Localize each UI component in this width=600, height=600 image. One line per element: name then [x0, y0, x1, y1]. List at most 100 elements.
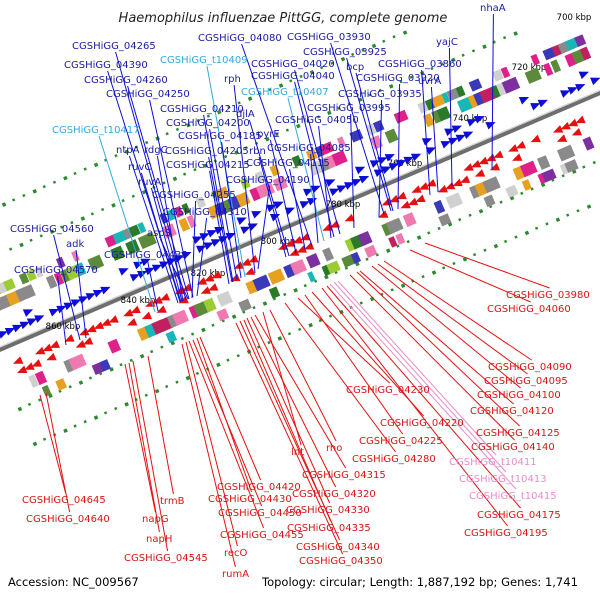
forward-gene-label-cgshigg-04560[interactable]: CGSHiGG_04560	[10, 224, 94, 235]
forward-gene-label-cgshigg-04185[interactable]: CGSHiGG_04185	[178, 131, 262, 142]
reverse-gene-label-cgshigg-04420[interactable]: CGSHiGG_04420	[217, 482, 301, 493]
reverse-gene-label-cgshigg-04315[interactable]: CGSHiGG_04315	[302, 470, 386, 481]
reverse-gene-label-cgshigg-03980[interactable]: CGSHiGG_03980	[506, 290, 590, 301]
forward-gene-label-cgshigg-04435[interactable]: CGSHiGG_04435	[104, 250, 188, 261]
reverse-gene-label-cgshigg-04340[interactable]: CGSHiGG_04340	[296, 542, 380, 553]
tick-dot	[224, 154, 228, 159]
leader-line	[397, 83, 401, 210]
forward-gene-label-cgshigg-03935[interactable]: CGSHiGG_03935	[338, 89, 422, 100]
forward-gene-label-cgshigg-04265[interactable]: CGSHiGG_04265	[72, 41, 156, 52]
forward-gene-arrow	[403, 156, 414, 165]
reverse-gene-label-cgshigg-t10415[interactable]: CGSHiGG_t10415	[469, 491, 557, 502]
forward-gene-label-cgshigg-04390[interactable]: CGSHiGG_04390	[64, 60, 148, 71]
forward-gene-label-cgshigg-04190[interactable]: CGSHiGG_04190	[226, 175, 310, 186]
reverse-gene-label-cgshigg-04450[interactable]: CGSHiGG_04450	[218, 508, 302, 519]
cog-category-strip	[500, 66, 511, 79]
forward-gene-label-pyre[interactable]: pyrE	[257, 129, 280, 140]
reverse-gene-label-cgshigg-t10413[interactable]: CGSHiGG_t10413	[459, 474, 547, 485]
reverse-gene-label-cgshigg-04120[interactable]: CGSHiGG_04120	[470, 406, 554, 417]
tick-dot	[534, 226, 539, 230]
forward-gene-label-asps[interactable]: aspS	[147, 228, 171, 239]
reverse-gene-label-cgshigg-04645[interactable]: CGSHiGG_04645	[22, 495, 106, 506]
reverse-gene-label-cgshigg-04195[interactable]: CGSHiGG_04195	[464, 528, 548, 539]
forward-gene-label-rph[interactable]: rph	[224, 74, 241, 85]
forward-gene-label-cgshigg-03995[interactable]: CGSHiGG_03995	[307, 103, 391, 114]
reverse-gene-label-cgshigg-04140[interactable]: CGSHiGG_04140	[471, 442, 555, 453]
forward-gene-label-cgshigg-04200[interactable]: CGSHiGG_04200	[166, 118, 250, 129]
forward-gene-label-cgshigg-04215[interactable]: CGSHiGG_04215	[166, 160, 250, 171]
forward-gene-arrow	[384, 154, 395, 162]
leader-line	[127, 85, 190, 300]
cog-category-strip	[445, 192, 463, 209]
forward-gene-label-ruva[interactable]: ruvA	[138, 177, 161, 188]
forward-gene-label-ntpa[interactable]: ntpA	[116, 145, 140, 156]
forward-gene-label-bcp[interactable]: bcp	[346, 62, 364, 73]
leader-line	[269, 139, 297, 254]
reverse-gene-label-cgshigg-04220[interactable]: CGSHiGG_04220	[380, 418, 464, 429]
forward-gene-label-cgshigg-t10417[interactable]: CGSHiGG_t10417	[52, 125, 140, 136]
reverse-gene-label-cgshigg-04455[interactable]: CGSHiGG_04455	[220, 530, 304, 541]
reverse-gene-label-napg[interactable]: napG	[142, 514, 169, 525]
forward-gene-label-cgshigg-04085[interactable]: CGSHiGG_04085	[267, 143, 351, 154]
forward-gene-label-cgshigg-04310[interactable]: CGSHiGG_04310	[163, 207, 247, 218]
forward-gene-label-cgshigg-03860[interactable]: CGSHiGG_03860	[378, 59, 462, 70]
tick-dot	[368, 93, 372, 97]
reverse-gene-label-reco[interactable]: recO	[224, 548, 248, 559]
forward-gene-label-adk[interactable]: adk	[66, 239, 84, 250]
forward-gene-label-djla[interactable]: djlA	[236, 109, 255, 120]
forward-gene-label-cgshigg-04050[interactable]: CGSHiGG_04050	[275, 115, 359, 126]
reverse-gene-label-cgshigg-04280[interactable]: CGSHiGG_04280	[352, 454, 436, 465]
tick-dot	[576, 209, 580, 213]
forward-gene-label-cgshigg-04210[interactable]: CGSHiGG_04210	[160, 104, 244, 115]
reverse-gene-arrow	[292, 235, 304, 244]
forward-gene-label-cgshigg-03930[interactable]: CGSHiGG_03930	[287, 32, 371, 43]
reverse-gene-label-cgshigg-04640[interactable]: CGSHiGG_04640	[26, 514, 110, 525]
forward-gene-label-rbn[interactable]: rbn	[249, 146, 266, 157]
reverse-gene-label-cgshigg-t10411[interactable]: CGSHiGG_t10411	[449, 457, 537, 468]
reverse-gene-label-cgshigg-04430[interactable]: CGSHiGG_04430	[208, 494, 292, 505]
forward-gene-label-cgshigg-04250[interactable]: CGSHiGG_04250	[106, 89, 190, 100]
forward-gene-label-rdgc[interactable]: rdgC	[144, 145, 168, 156]
reverse-gene-label-cgshigg-04350[interactable]: CGSHiGG_04350	[299, 556, 383, 567]
forward-gene-label-cgshigg-04040[interactable]: CGSHiGG_04040	[251, 71, 335, 82]
reverse-gene-label-cgshigg-04225[interactable]: CGSHiGG_04225	[359, 436, 443, 447]
forward-gene-arrow	[421, 138, 433, 146]
reverse-gene-label-cgshigg-04060[interactable]: CGSHiGG_04060	[487, 304, 571, 315]
forward-gene-label-uvra[interactable]: uvrA	[418, 76, 441, 87]
leader-line	[250, 316, 337, 488]
reverse-gene-label-cgshigg-04335[interactable]: CGSHiGG_04335	[287, 523, 371, 534]
tick-dot	[244, 146, 248, 150]
reverse-gene-label-rho[interactable]: rho	[326, 443, 342, 454]
reverse-gene-label-cgshigg-04545[interactable]: CGSHiGG_04545	[124, 553, 208, 564]
tick-dot	[378, 88, 382, 93]
forward-gene-label-cgshigg-04020[interactable]: CGSHiGG_04020	[251, 59, 335, 70]
forward-gene-label-cgshigg-04570[interactable]: CGSHiGG_04570	[14, 265, 98, 276]
reverse-gene-label-naph[interactable]: napH	[146, 534, 172, 545]
reverse-gene-label-cgshigg-04090[interactable]: CGSHiGG_04090	[488, 362, 572, 373]
leader-line	[310, 153, 319, 244]
reverse-gene-label-cgshigg-04175[interactable]: CGSHiGG_04175	[477, 510, 561, 521]
reverse-gene-label-trmb[interactable]: trmB	[160, 496, 185, 507]
forward-gene-label-cgshigg-04260[interactable]: CGSHiGG_04260	[84, 75, 168, 86]
forward-gene-label-cgshigg-04115[interactable]: CGSHiGG_04115	[246, 158, 330, 169]
forward-gene-label-cgshigg-04205[interactable]: CGSHiGG_04205	[165, 146, 249, 157]
forward-gene-label-cgshigg-03925[interactable]: CGSHiGG_03925	[303, 47, 387, 58]
reverse-gene-label-cgshigg-04330[interactable]: CGSHiGG_04330	[286, 505, 370, 516]
tick-dot	[268, 88, 272, 92]
reverse-gene-label-cgshigg-04095[interactable]: CGSHiGG_04095	[484, 376, 568, 387]
reverse-gene-label-cgshigg-04230[interactable]: CGSHiGG_04230	[346, 385, 430, 396]
forward-gene-label-cgshigg-t10407[interactable]: CGSHiGG_t10407	[241, 87, 329, 98]
forward-gene-label-nhaa[interactable]: nhaA	[480, 3, 506, 14]
reverse-gene-label-lnt[interactable]: lnt	[291, 447, 304, 458]
forward-gene-label-cgshigg-04080[interactable]: CGSHiGG_04080	[198, 33, 282, 44]
reverse-gene-label-ruma[interactable]: rumA	[222, 569, 249, 580]
forward-gene-label-cgshigg-03920[interactable]: CGSHiGG_03920	[356, 73, 440, 84]
forward-gene-label-cgshigg-04255[interactable]: CGSHiGG_04255	[152, 190, 236, 201]
forward-gene-label-cgshigg-t10409[interactable]: CGSHiGG_t10409	[160, 55, 248, 66]
reverse-gene-label-cgshigg-04125[interactable]: CGSHiGG_04125	[476, 428, 560, 439]
forward-gene-label-ruvc[interactable]: ruvC	[128, 162, 151, 173]
reverse-gene-label-cgshigg-04320[interactable]: CGSHiGG_04320	[292, 489, 376, 500]
forward-gene-arrow	[151, 264, 163, 273]
forward-gene-label-yajc[interactable]: yajC	[436, 37, 458, 48]
reverse-gene-label-cgshigg-04100[interactable]: CGSHiGG_04100	[477, 390, 561, 401]
